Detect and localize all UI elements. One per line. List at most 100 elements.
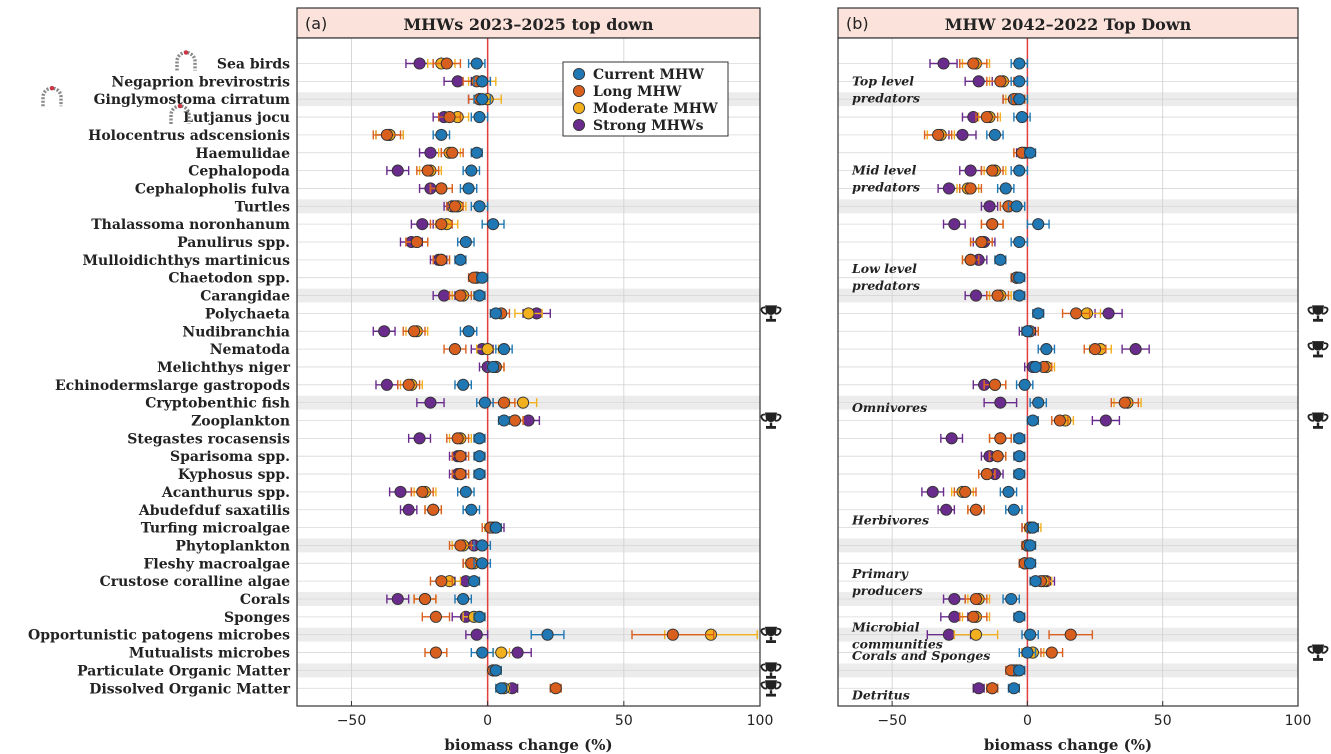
strong-mhw-point (929, 57, 958, 70)
data-marker (380, 378, 393, 391)
data-marker (473, 111, 486, 124)
category-label: Mulloidichthys martinicus (83, 253, 291, 269)
long-mhw-point (424, 503, 443, 516)
data-marker (972, 75, 985, 88)
long-mhw-point (986, 289, 1010, 302)
group-label: Top level (852, 73, 914, 88)
long-mhw-point (978, 467, 996, 481)
group-label: Low level (851, 261, 917, 276)
data-marker (1064, 628, 1077, 641)
current-mhw-point (1021, 628, 1039, 641)
long-mhw-point (440, 146, 464, 159)
data-marker (986, 218, 999, 231)
trophy-icon (1307, 305, 1329, 322)
data-marker (489, 307, 502, 320)
long-mhw-point (446, 200, 464, 213)
long-mhw-point (988, 450, 1007, 463)
current-mhw-point (996, 182, 1015, 195)
data-marker (983, 200, 996, 213)
data-marker (986, 682, 999, 695)
data-marker (435, 182, 448, 195)
current-mhw-point (994, 253, 1007, 266)
long-mhw-point (451, 467, 470, 481)
current-mhw-point (432, 128, 451, 141)
current-mhw-point (470, 111, 489, 124)
data-marker (975, 235, 988, 249)
current-mhw-point (1002, 592, 1020, 606)
data-marker (443, 111, 456, 124)
strong-mhw-point (386, 592, 410, 606)
moderate-mhw-point (514, 307, 543, 320)
strong-mhw-point (399, 503, 418, 516)
trophy-handle (1321, 645, 1329, 654)
category-label: Sea birds (217, 57, 290, 73)
data-marker (459, 485, 472, 498)
data-marker (1032, 396, 1045, 409)
current-mhw-point (495, 682, 508, 695)
data-marker (476, 557, 489, 570)
data-marker (448, 343, 462, 356)
current-mhw-point (456, 235, 475, 249)
data-marker (473, 200, 486, 213)
current-mhw-point (1037, 343, 1056, 356)
arch-dot (177, 103, 183, 109)
data-marker (1053, 414, 1066, 427)
strong-mhw-point (942, 218, 966, 231)
data-marker (1029, 575, 1042, 588)
data-marker (1045, 646, 1058, 659)
current-mhw-point (1024, 146, 1037, 159)
long-mhw-point (959, 610, 988, 623)
data-marker (1002, 485, 1015, 498)
data-marker (940, 503, 953, 516)
data-marker (391, 592, 404, 606)
current-mhw-point (1010, 235, 1029, 249)
trophy-icon (1307, 412, 1329, 429)
strong-mhw-point (964, 289, 988, 302)
data-marker (481, 343, 494, 356)
arch-shape (175, 50, 197, 71)
trophy-handle (1307, 306, 1315, 315)
category-label: Lutjanus jocu (183, 110, 290, 126)
data-marker (967, 610, 980, 623)
data-marker (391, 164, 404, 177)
data-marker (440, 57, 453, 70)
data-marker (1013, 57, 1026, 70)
data-marker (988, 378, 1001, 391)
data-marker (454, 539, 467, 552)
arch-icon (41, 86, 63, 107)
current-mhw-point (473, 289, 486, 302)
data-marker (465, 164, 478, 177)
trophy-icon (760, 662, 782, 679)
strong-mhw-point (418, 146, 443, 159)
arch-dot (49, 86, 55, 91)
legend-label: Long MHW (593, 84, 682, 100)
current-mhw-point (473, 450, 486, 463)
long-mhw-point (1048, 628, 1094, 641)
arch-icon (169, 103, 191, 125)
category-label: Thalassoma noronhanum (91, 217, 290, 233)
data-marker (476, 75, 489, 88)
data-marker (457, 378, 470, 391)
current-mhw-point (1010, 75, 1029, 88)
trophy-icon (760, 412, 782, 429)
data-marker (948, 592, 961, 606)
current-mhw-point (462, 164, 481, 177)
long-mhw-point (448, 289, 473, 302)
data-marker (1013, 93, 1026, 106)
data-marker (435, 575, 448, 588)
data-marker (948, 218, 961, 231)
current-mhw-point (470, 200, 489, 213)
data-marker (1070, 307, 1083, 320)
current-mhw-point (476, 271, 489, 284)
trophy-handle (1321, 306, 1329, 315)
current-mhw-point (1018, 646, 1037, 659)
data-marker (478, 396, 491, 409)
data-marker (462, 325, 475, 338)
strong-mhw-point (465, 628, 489, 641)
data-marker (476, 271, 489, 284)
current-mhw-point (1007, 682, 1020, 695)
data-marker (541, 628, 554, 641)
current-mhw-point (467, 575, 481, 588)
